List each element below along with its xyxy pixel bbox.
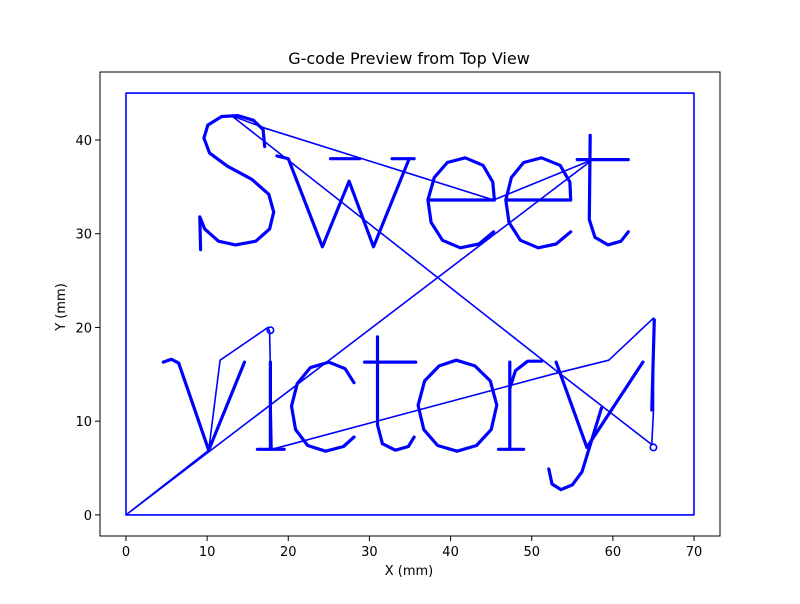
y-axis-label: Y (mm): [54, 283, 69, 332]
x-tick-label: 0: [122, 545, 130, 560]
x-tick-label: 30: [361, 545, 378, 560]
x-tick-label: 70: [686, 545, 703, 560]
y-axis: 0 10 20 30 40: [75, 134, 100, 524]
y-tick-label: 10: [75, 415, 92, 430]
x-tick-label: 60: [605, 545, 622, 560]
x-tick-label: 40: [442, 545, 459, 560]
plot-area: [99, 71, 721, 537]
y-tick-label: 30: [75, 228, 92, 243]
toolpath-marker-0: [266, 326, 275, 335]
toolpath-glyph-e1: [426, 156, 496, 250]
y-tick-label: 40: [75, 134, 92, 149]
axes-frame: [99, 71, 721, 537]
toolpath-glyph-exclamation: [650, 318, 656, 412]
x-tick-label: 50: [523, 545, 540, 560]
toolpath-glyph-y: [554, 360, 645, 449]
toolpath-glyph-y-tail: [547, 406, 604, 492]
toolpath-glyph-t2-stem: [375, 335, 416, 452]
toolpath-glyph-o: [416, 358, 499, 453]
toolpath-glyph-S: [198, 114, 276, 252]
toolpath-travel-1: [125, 114, 655, 516]
x-tick-label: 10: [199, 545, 216, 560]
toolpath-glyph-v: [161, 357, 247, 452]
toolpath-glyph-e2: [504, 156, 573, 250]
toolpath-glyph-r-arm: [508, 359, 544, 390]
toolpath-marker-1: [649, 443, 658, 452]
chart-title: G-code Preview from Top View: [288, 49, 530, 68]
y-tick-label: 20: [75, 321, 92, 336]
toolpath-glyph-c: [289, 360, 356, 453]
x-axis: 0 10 20 30 40 50 60 70: [122, 536, 702, 560]
toolpath-glyph-w: [275, 154, 411, 249]
y-tick-label: 0: [84, 509, 92, 524]
toolpath-border-0: [125, 92, 695, 516]
toolpath-glyph-t-stem: [587, 133, 630, 247]
x-axis-label: X (mm): [385, 564, 434, 579]
x-tick-label: 20: [280, 545, 297, 560]
